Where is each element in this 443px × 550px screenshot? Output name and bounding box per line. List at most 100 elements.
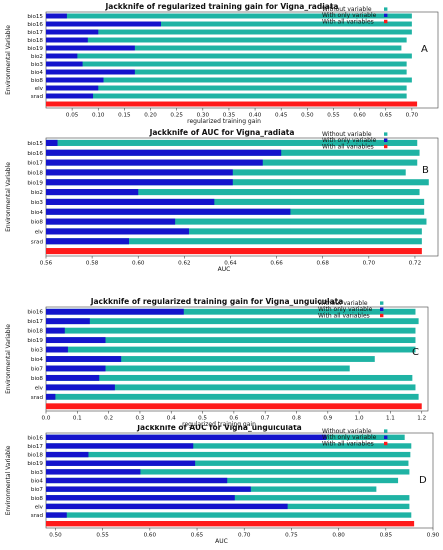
- category-label: bio18: [27, 170, 43, 176]
- category-label: bio17: [27, 30, 43, 36]
- chart-panel-b: Jackknife of AUC for Vigna_radiata bio15 b…: [5, 128, 439, 273]
- category-label: elv: [35, 385, 44, 391]
- x-axis-label: AUC: [215, 538, 228, 545]
- legend-swatch-all: [384, 144, 388, 149]
- bar-only-bio3: [46, 198, 215, 205]
- bar-only-elv: [46, 85, 99, 91]
- bar-only-bio7: [46, 365, 106, 372]
- bar-without-srad: [46, 512, 412, 518]
- legend-swatch-only: [380, 307, 384, 311]
- bar-without-bio18: [46, 37, 407, 43]
- legend-swatch-only: [384, 138, 388, 142]
- bar-only-bio16: [46, 149, 282, 156]
- legend-swatch-without: [384, 132, 388, 136]
- chart-title: Jackknife of regularized training gain f…: [105, 2, 339, 11]
- category-label: bio15: [27, 141, 43, 147]
- x-tick-label: 0.50: [49, 533, 62, 539]
- category-label: bio17: [27, 444, 43, 450]
- x-tick-label: 0.80: [332, 533, 345, 539]
- panel-letter: C: [412, 347, 419, 358]
- x-tick-label: 0.62: [178, 261, 190, 267]
- legend-label-all: With all variables: [318, 312, 370, 319]
- bar-without-bio15: [46, 13, 412, 19]
- chart-panel-a: Jackknife of regularized training gain f…: [5, 2, 439, 125]
- legend-swatch-all: [380, 313, 384, 318]
- bar-only-bio8: [46, 374, 100, 381]
- bar-only-bio17: [46, 159, 263, 166]
- y-axis-label: Environmental Variable: [5, 445, 12, 515]
- x-tick-label: 1.0: [355, 416, 364, 422]
- category-label: bio4: [31, 70, 44, 76]
- x-tick-label: 0.0: [42, 416, 51, 422]
- legend-label-all: With all variables: [322, 18, 374, 25]
- bar-only-bio4: [46, 208, 291, 215]
- bar-without-bio19: [46, 337, 416, 344]
- category-label: bio16: [27, 435, 43, 441]
- x-tick-label: 0.5: [198, 416, 207, 422]
- legend-swatch-all: [384, 19, 388, 24]
- legend-swatch-only: [384, 435, 388, 439]
- legend-label-without: Without variable: [322, 6, 372, 13]
- category-label: bio3: [31, 470, 44, 476]
- bar-only-bio16: [46, 308, 184, 315]
- bar-without-bio17: [46, 443, 412, 449]
- bar-without-bio19: [46, 460, 409, 466]
- bar-without-bio8: [46, 374, 413, 381]
- bar-without-bio4: [46, 356, 375, 362]
- bar-without-bio8: [46, 77, 412, 83]
- bar-without-bio15: [46, 139, 418, 146]
- x-tick-label: 0.15: [118, 113, 131, 119]
- legend-label-all: With all variables: [322, 440, 374, 447]
- bar-all-variables: [46, 521, 415, 527]
- x-axis-label: regularized training gain: [182, 421, 256, 428]
- chart-title: Jackknife of AUC for Vigna_unguiculata: [136, 425, 301, 432]
- x-tick-label: 0.70: [238, 533, 251, 539]
- bar-without-bio18: [46, 451, 411, 458]
- category-label: bio18: [27, 329, 43, 335]
- category-label: bio2: [31, 190, 43, 196]
- bar-without-srad: [46, 393, 419, 400]
- category-label: bio8: [31, 376, 44, 382]
- category-label: bio4: [31, 479, 44, 485]
- bar-without-bio3: [46, 469, 410, 475]
- bar-only-srad: [46, 238, 130, 245]
- category-label: bio17: [27, 161, 43, 167]
- x-tick-label: 0.25: [170, 113, 183, 119]
- panel-letter: D: [419, 475, 427, 486]
- category-label: srad: [31, 94, 44, 100]
- bar-only-bio19: [46, 45, 135, 51]
- panel-letter: B: [422, 165, 429, 176]
- chart-title: Jackknife of regularized training gain f…: [90, 297, 344, 306]
- bar-without-bio3: [46, 346, 416, 353]
- bar-without-elv: [46, 228, 422, 235]
- x-axis-label: regularized training gain: [187, 118, 261, 125]
- legend-label-without: Without variable: [318, 300, 368, 307]
- x-tick-label: 0.2: [104, 416, 113, 422]
- category-label: srad: [31, 395, 44, 401]
- bar-without-bio3: [46, 61, 407, 67]
- category-label: bio8: [31, 496, 44, 502]
- legend-swatch-all: [384, 441, 388, 446]
- bar-only-elv: [46, 228, 189, 235]
- bar-without-bio19: [46, 179, 429, 186]
- bar-only-bio3: [46, 346, 68, 353]
- plot-frame: [45, 137, 439, 257]
- category-label: srad: [31, 513, 44, 519]
- x-tick-label: 0.40: [249, 113, 262, 119]
- bar-only-bio19: [46, 337, 106, 344]
- legend-swatch-only: [384, 13, 388, 17]
- bar-only-bio4: [46, 356, 122, 362]
- category-label: bio3: [31, 348, 44, 354]
- category-label: bio19: [27, 46, 43, 52]
- bar-without-bio17: [46, 29, 412, 35]
- bar-only-bio15: [46, 13, 67, 19]
- x-tick-label: 0.05: [66, 113, 79, 119]
- category-label: bio19: [27, 461, 43, 467]
- x-tick-label: 0.8: [292, 416, 301, 422]
- bar-only-bio15: [46, 139, 58, 146]
- x-tick-label: 0.72: [409, 261, 421, 267]
- bar-only-bio18: [46, 451, 89, 458]
- y-axis-label: Environmental Variable: [5, 162, 12, 232]
- category-label: bio7: [31, 366, 44, 372]
- bar-without-elv: [46, 85, 407, 91]
